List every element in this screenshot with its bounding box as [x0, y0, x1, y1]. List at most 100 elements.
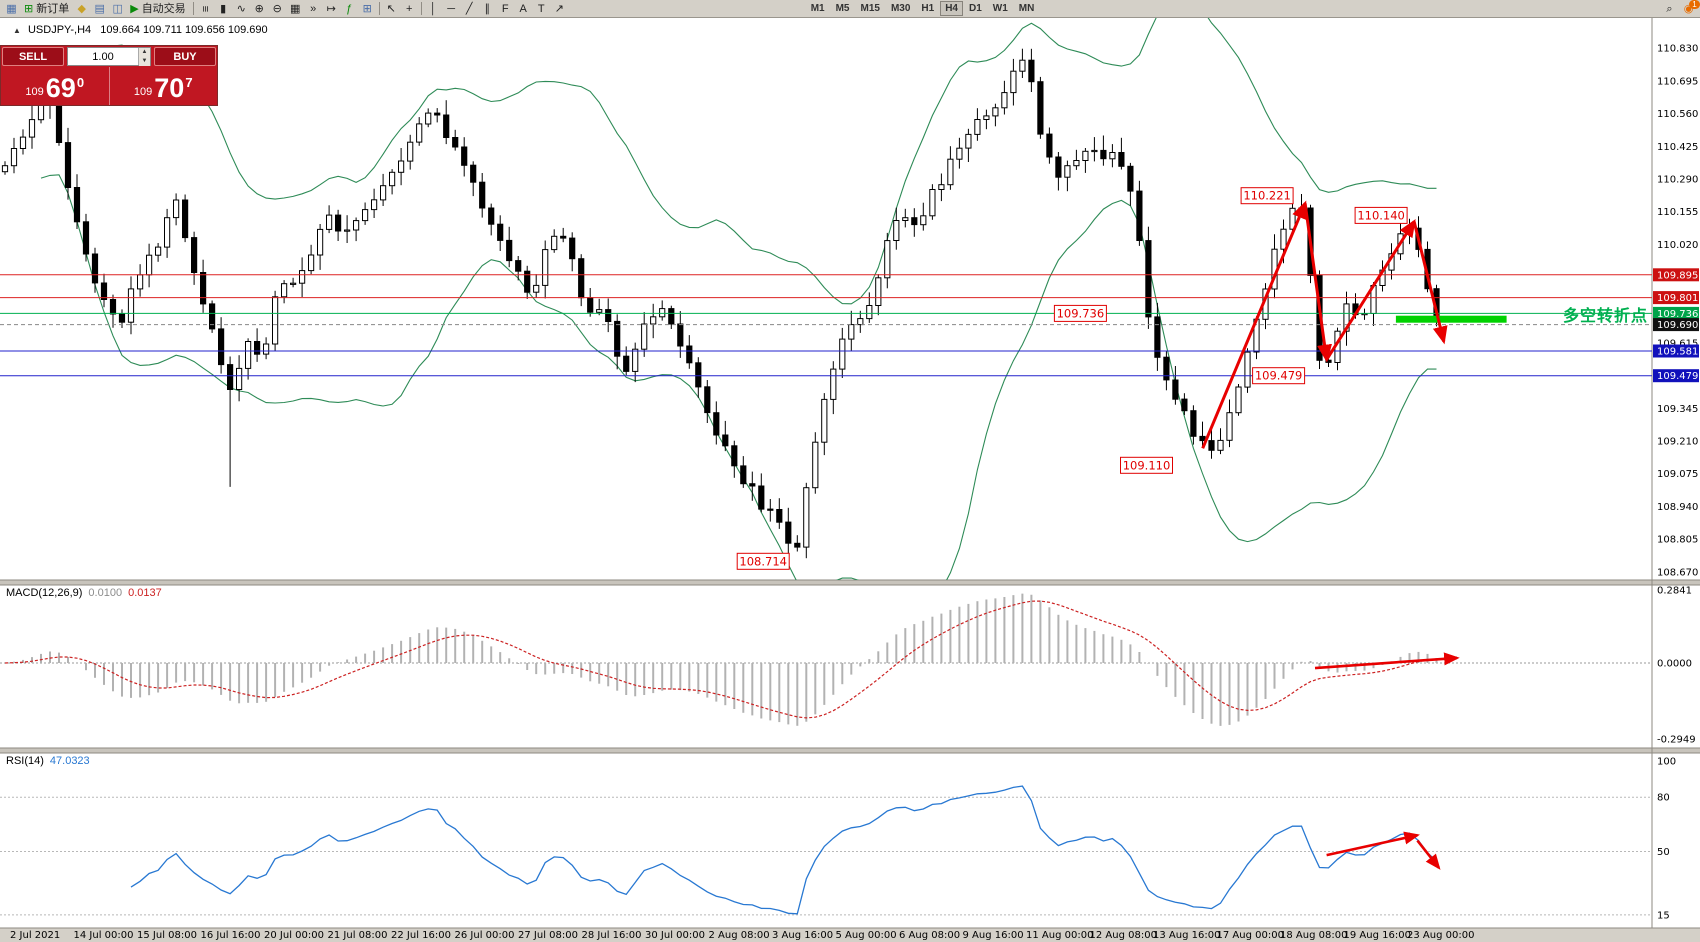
- price-label-110.140: 110.140: [1354, 206, 1408, 224]
- svg-text:108.940: 108.940: [1657, 502, 1698, 513]
- new-chart-icon[interactable]: ⊞: [359, 1, 376, 17]
- timeframe-button-m30[interactable]: M30: [886, 1, 915, 16]
- svg-text:22 Jul 16:00: 22 Jul 16:00: [391, 930, 451, 941]
- channel-icon[interactable]: ∥: [479, 1, 496, 17]
- svg-text:108.714: 108.714: [739, 554, 787, 568]
- svg-text:110.221: 110.221: [1243, 189, 1291, 203]
- timeframe-button-w1[interactable]: W1: [988, 1, 1013, 16]
- auto-scroll-icon[interactable]: »: [305, 1, 322, 17]
- toolbar-separator: [378, 2, 380, 15]
- chart-window-icon[interactable]: ▦: [3, 1, 20, 17]
- svg-text:23 Aug 00:00: 23 Aug 00:00: [1407, 930, 1474, 941]
- candlestick-chart-icon[interactable]: ▮: [215, 1, 232, 17]
- svg-text:109.075: 109.075: [1657, 469, 1698, 480]
- svg-text:108.805: 108.805: [1657, 535, 1698, 546]
- svg-text:109.690: 109.690: [1657, 320, 1698, 331]
- sell-price-display: 109 69 0: [25, 73, 85, 103]
- cursor-icon[interactable]: ↖: [383, 1, 400, 17]
- symbol-timeframe-label: USDJPY-,H4: [27, 24, 92, 36]
- symbol-marker-icon: ▲: [13, 26, 21, 35]
- line-chart-icon[interactable]: ∿: [233, 1, 250, 17]
- arrows-icon[interactable]: ↗: [551, 1, 568, 17]
- notifications-icon[interactable]: ◉ 1: [1680, 0, 1700, 17]
- timeframe-button-mn[interactable]: MN: [1014, 1, 1040, 16]
- buy-button[interactable]: BUY: [154, 47, 216, 66]
- svg-text:0.2841: 0.2841: [1657, 586, 1692, 597]
- svg-text:14 Jul 00:00: 14 Jul 00:00: [74, 930, 134, 941]
- bollinger-bands: [40, 18, 1437, 580]
- toolbar-separator: [192, 2, 194, 15]
- lot-size-input[interactable]: [68, 48, 138, 65]
- svg-text:109.345: 109.345: [1657, 404, 1698, 415]
- svg-text:27 Jul 08:00: 27 Jul 08:00: [518, 930, 578, 941]
- svg-text:110.425: 110.425: [1657, 142, 1698, 153]
- label-icon[interactable]: T: [533, 1, 550, 17]
- lot-size-field: ▲ ▼: [67, 47, 151, 66]
- zoom-in-icon[interactable]: ⊕: [251, 1, 268, 17]
- chart-shift-icon[interactable]: ↦: [323, 1, 340, 17]
- timeframe-button-h1[interactable]: H1: [916, 1, 939, 16]
- svg-text:109.895: 109.895: [1657, 270, 1698, 281]
- svg-text:6 Aug 08:00: 6 Aug 08:00: [899, 930, 960, 941]
- timeframe-button-m15[interactable]: M15: [856, 1, 885, 16]
- svg-text:12 Aug 08:00: 12 Aug 08:00: [1090, 930, 1157, 941]
- svg-text:19 Aug 16:00: 19 Aug 16:00: [1344, 930, 1411, 941]
- trendline-icon[interactable]: ╱: [461, 1, 478, 17]
- macd-trend-arrow: [1314, 652, 1460, 670]
- trend-arrow: [1201, 200, 1307, 449]
- crosshair-icon[interactable]: +: [401, 1, 418, 17]
- macd-signal-line: [4, 600, 1437, 719]
- svg-text:109.581: 109.581: [1657, 347, 1698, 358]
- timeframe-button-m1[interactable]: M1: [806, 1, 830, 16]
- vertical-line-icon[interactable]: │: [425, 1, 442, 17]
- svg-text:17 Aug 00:00: 17 Aug 00:00: [1217, 930, 1284, 941]
- indicators-icon[interactable]: ƒ: [341, 1, 358, 17]
- text-icon[interactable]: A: [515, 1, 532, 17]
- pivot-annotation-text[interactable]: 多空转折点: [1562, 308, 1648, 326]
- lot-decrease-button[interactable]: ▼: [139, 57, 150, 66]
- horizontal-line-icon[interactable]: ─: [443, 1, 460, 17]
- svg-text:109.479: 109.479: [1657, 371, 1698, 382]
- favorites-icon[interactable]: ◆: [73, 1, 90, 17]
- svg-text:109.736: 109.736: [1057, 306, 1105, 320]
- svg-text:2 Jul 2021: 2 Jul 2021: [10, 930, 60, 941]
- trend-arrow: [1412, 221, 1448, 345]
- svg-text:80: 80: [1657, 793, 1670, 804]
- macd-histogram: [13, 593, 1438, 726]
- svg-text:109.801: 109.801: [1657, 293, 1698, 304]
- lot-increase-button[interactable]: ▲: [139, 48, 150, 57]
- zoom-out-icon[interactable]: ⊖: [269, 1, 286, 17]
- navigator-icon[interactable]: ▤: [91, 1, 108, 17]
- price-label-110.221: 110.221: [1240, 187, 1294, 205]
- bar-chart-icon[interactable]: ≡: [197, 1, 214, 17]
- svg-text:109.210: 109.210: [1657, 437, 1698, 448]
- new-order-label: 新订单: [36, 2, 70, 15]
- svg-text:5 Aug 00:00: 5 Aug 00:00: [836, 930, 897, 941]
- svg-text:110.020: 110.020: [1657, 240, 1698, 251]
- chart-title: ▲ USDJPY-,H4 109.664 109.711 109.656 109…: [13, 24, 268, 36]
- ohlc-values: 109.664 109.711 109.656 109.690: [100, 24, 268, 36]
- macd-indicator-label: MACD(12,26,9) 0.0100 0.0137: [6, 587, 162, 599]
- auto-trading-icon: ▶: [130, 2, 139, 15]
- svg-text:20 Jul 00:00: 20 Jul 00:00: [264, 930, 324, 941]
- terminal-icon[interactable]: ◫: [109, 1, 126, 17]
- svg-text:-0.2949: -0.2949: [1657, 734, 1696, 745]
- sell-button[interactable]: SELL: [2, 47, 64, 66]
- timeframe-button-d1[interactable]: D1: [964, 1, 987, 16]
- timeframe-button-m5[interactable]: M5: [831, 1, 855, 16]
- fibonacci-icon[interactable]: F: [497, 1, 514, 17]
- svg-text:28 Jul 16:00: 28 Jul 16:00: [582, 930, 642, 941]
- trend-arrow: [1303, 203, 1332, 363]
- svg-text:110.695: 110.695: [1657, 76, 1698, 87]
- tile-windows-icon[interactable]: ▦: [287, 1, 304, 17]
- timeframe-button-h4[interactable]: H4: [940, 1, 963, 16]
- svg-text:15: 15: [1657, 910, 1670, 921]
- new-order-button[interactable]: ⊞ 新订单: [20, 1, 73, 17]
- auto-trading-button[interactable]: ▶ 自动交易: [126, 1, 189, 17]
- auto-trading-label: 自动交易: [141, 2, 186, 15]
- svg-text:16 Jul 16:00: 16 Jul 16:00: [201, 930, 261, 941]
- svg-text:110.155: 110.155: [1657, 207, 1698, 218]
- search-icon[interactable]: ⌕: [1661, 1, 1678, 17]
